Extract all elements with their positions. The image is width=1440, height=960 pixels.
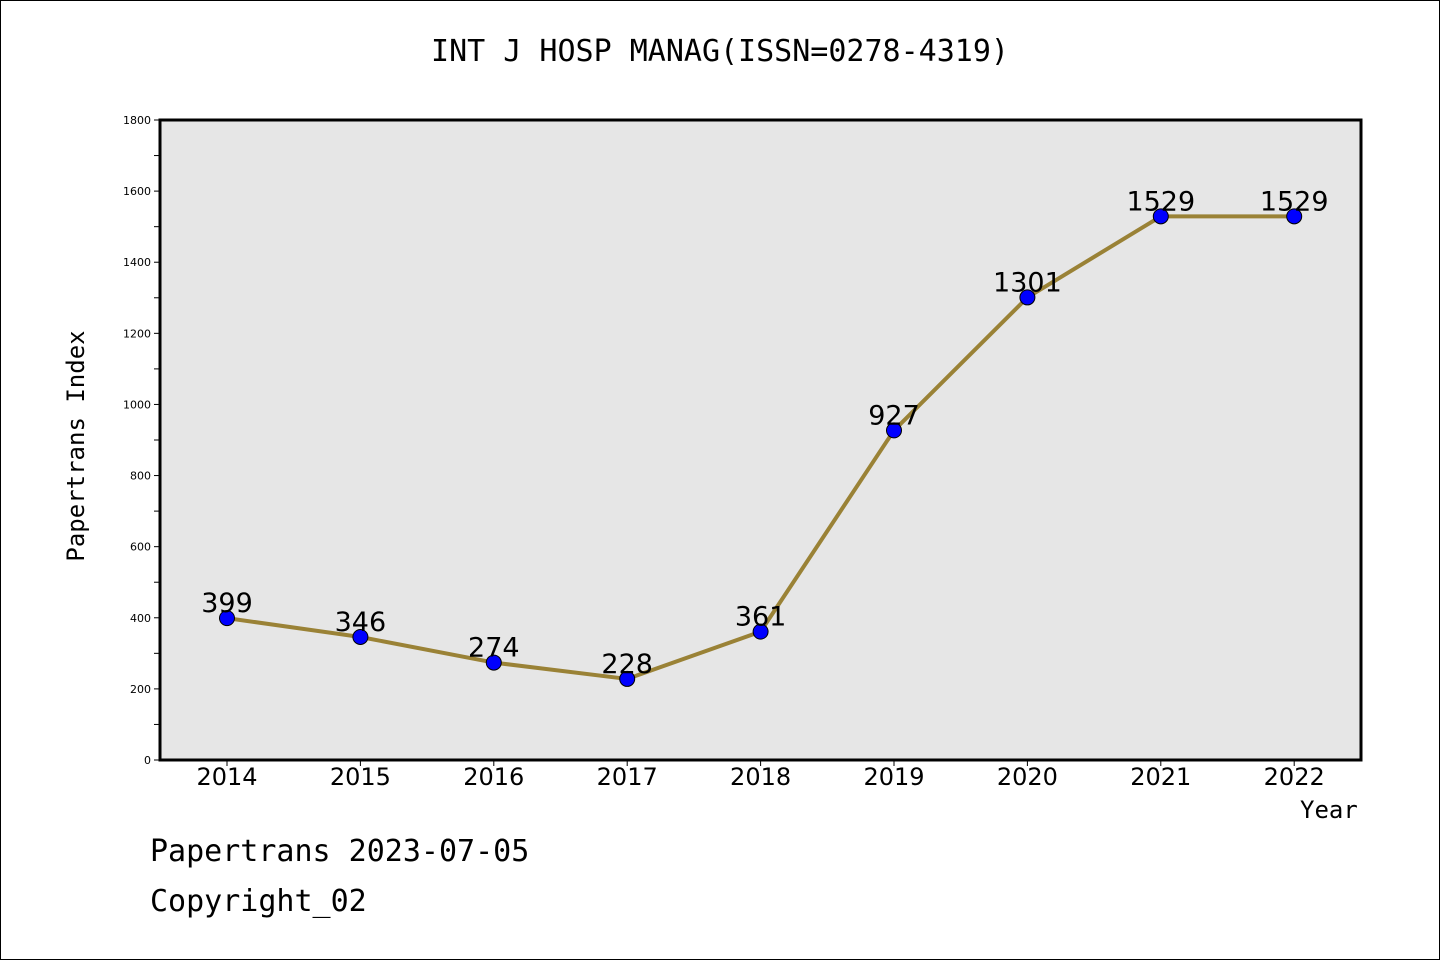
y-tick-label: 800 bbox=[130, 470, 151, 483]
data-label: 361 bbox=[735, 602, 787, 633]
x-tick-label: 2019 bbox=[863, 763, 924, 791]
x-tick-label: 2021 bbox=[1130, 763, 1191, 791]
data-point bbox=[1152, 208, 1169, 225]
y-tick-label: 200 bbox=[130, 683, 151, 696]
data-point bbox=[752, 623, 769, 640]
x-tick-label: 2015 bbox=[330, 763, 391, 791]
y-tick-label: 600 bbox=[130, 541, 151, 554]
plot-area bbox=[158, 118, 1363, 762]
data-label: 346 bbox=[335, 607, 387, 638]
y-tick-label: 1800 bbox=[123, 114, 151, 127]
x-tick-label: 2014 bbox=[196, 763, 257, 791]
x-tick-label: 2020 bbox=[997, 763, 1058, 791]
footer-date: Papertrans 2023-07-05 bbox=[150, 834, 530, 869]
data-point bbox=[886, 422, 902, 439]
chart-title: INT J HOSP MANAG(ISSN=0278-4319) bbox=[431, 34, 1009, 69]
x-tick-label: 2022 bbox=[1264, 763, 1325, 791]
data-label: 399 bbox=[201, 588, 253, 619]
y-tick-label: 0 bbox=[144, 754, 151, 767]
y-tick-label: 1600 bbox=[123, 185, 151, 198]
y-tick-label: 1400 bbox=[123, 256, 151, 269]
x-axis-label: Year bbox=[1300, 796, 1358, 824]
x-tick-label: 2018 bbox=[730, 763, 791, 791]
data-point bbox=[219, 610, 235, 627]
x-tick-label: 2016 bbox=[463, 763, 524, 791]
data-label: 1529 bbox=[1260, 186, 1329, 217]
x-tick-label: 2017 bbox=[597, 763, 658, 791]
data-point bbox=[619, 670, 636, 687]
data-label: 228 bbox=[601, 649, 653, 680]
data-point bbox=[352, 628, 369, 645]
data-point bbox=[485, 654, 502, 671]
footer-copyright: Copyright_02 bbox=[150, 884, 367, 919]
data-label: 1301 bbox=[993, 267, 1062, 298]
y-tick-label: 1000 bbox=[123, 398, 151, 411]
data-point bbox=[1286, 208, 1303, 225]
data-label: 274 bbox=[468, 633, 520, 664]
data-point bbox=[1019, 289, 1036, 306]
y-tick-label: 400 bbox=[130, 612, 151, 625]
data-label: 1529 bbox=[1126, 186, 1195, 217]
data-label: 927 bbox=[868, 400, 920, 431]
y-tick-label: 1200 bbox=[123, 327, 151, 340]
